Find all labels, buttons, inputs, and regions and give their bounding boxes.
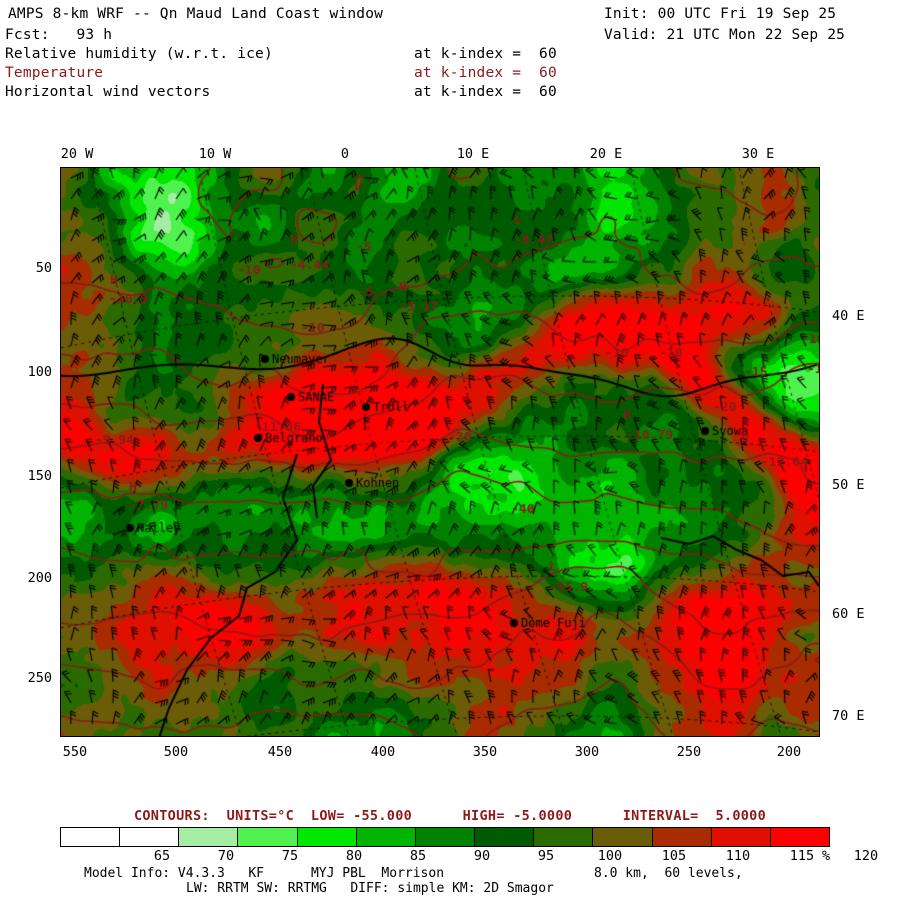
colorbar-tick-80: 80: [345, 848, 363, 864]
axis-tick-top-2: 0: [340, 146, 350, 162]
colorbar-tick-65: 65: [153, 848, 171, 864]
forecast-hour: Fcst: 93 h: [5, 27, 113, 43]
field-label-humidity: Relative humidity (w.r.t. ice): [5, 46, 273, 62]
colorbar-swatch-4: [297, 828, 357, 846]
page-title: AMPS 8-km WRF -- Qn Maud Land Coast wind…: [8, 6, 384, 22]
kindex-temperature: at k-index = 60: [414, 65, 557, 81]
axis-tick-top-5: 30 E: [741, 146, 775, 162]
colorbar-swatch-5: [356, 828, 416, 846]
axis-tick-bottom-2: 450: [267, 744, 293, 760]
colorbar-tick-70: 70: [217, 848, 235, 864]
axis-tick-left-0: 50: [35, 260, 52, 276]
axis-tick-bottom-7: 200: [776, 744, 802, 760]
colorbar-tick-75: 75: [281, 848, 299, 864]
colorbar-tick-105: 105: [661, 848, 687, 864]
axis-tick-bottom-3: 400: [370, 744, 396, 760]
axis-tick-bottom-4: 350: [472, 744, 498, 760]
colorbar-swatch-11: [711, 828, 771, 846]
colorbar-tick-95: 95: [537, 848, 555, 864]
axis-tick-top-4: 20 E: [589, 146, 623, 162]
init-time: Init: 00 UTC Fri 19 Sep 25: [604, 6, 837, 22]
colorbar-swatch-10: [652, 828, 712, 846]
colorbar-tick-120: 120: [853, 848, 879, 864]
axis-tick-left-4: 250: [27, 670, 52, 686]
colorbar-swatch-2: [179, 828, 239, 846]
colorbar-tick-90: 90: [473, 848, 491, 864]
colorbar-tick-110: 110: [725, 848, 751, 864]
field-label-wind: Horizontal wind vectors: [5, 84, 211, 100]
model-info-resolution: 8.0 km, 60 levels,: [594, 866, 743, 881]
colorbar-tick-100: 100: [597, 848, 623, 864]
axis-tick-left-2: 150: [27, 468, 52, 484]
axis-tick-bottom-0: 550: [62, 744, 88, 760]
axis-tick-right-0: 40 E: [832, 308, 865, 324]
humidity-colorbar[interactable]: [60, 827, 830, 847]
axis-tick-right-2: 60 E: [832, 606, 865, 622]
model-info-line1: Model Info: V4.3.3 KF MYJ PBL Morrison: [84, 866, 445, 881]
axis-tick-bottom-1: 500: [163, 744, 189, 760]
colorbar-swatch-7: [475, 828, 535, 846]
axis-tick-left-1: 100: [27, 364, 52, 380]
model-info-line2: LW: RRTM SW: RRTMG DIFF: simple KM: 2D S…: [186, 881, 554, 896]
axis-tick-top-0: 20 W: [60, 146, 94, 162]
weather-map-canvas: [61, 168, 819, 736]
colorbar-tick-labels: 65 70 75 80 85 90 95 100 105 110 115 120: [60, 848, 878, 866]
map-plot-area[interactable]: [60, 167, 820, 737]
colorbar-tick-115: 115: [789, 848, 815, 864]
colorbar-unit-label: %: [822, 848, 831, 864]
colorbar-tick-85: 85: [409, 848, 427, 864]
axis-tick-right-1: 50 E: [832, 477, 865, 493]
colorbar-swatch-3: [238, 828, 298, 846]
colorbar-swatch-9: [593, 828, 653, 846]
axis-tick-top-3: 10 E: [456, 146, 490, 162]
axis-tick-right-3: 70 E: [832, 708, 865, 724]
colorbar-swatch-1: [120, 828, 180, 846]
axis-tick-bottom-6: 250: [676, 744, 702, 760]
valid-time: Valid: 21 UTC Mon 22 Sep 25: [604, 27, 846, 43]
kindex-wind: at k-index = 60: [414, 84, 557, 100]
colorbar-swatch-0: [61, 828, 121, 846]
contour-legend-text: CONTOURS: UNITS=°C LOW= -55.000 HIGH= -5…: [133, 808, 767, 824]
colorbar-swatch-8: [534, 828, 594, 846]
axis-tick-top-1: 10 W: [198, 146, 232, 162]
kindex-humidity: at k-index = 60: [414, 46, 557, 62]
axis-tick-left-3: 200: [27, 570, 52, 586]
axis-tick-bottom-5: 300: [574, 744, 600, 760]
colorbar-swatch-6: [415, 828, 476, 846]
colorbar-swatch-12: [770, 828, 830, 846]
field-label-temperature: Temperature: [5, 65, 104, 81]
header-block: AMPS 8-km WRF -- Qn Maud Land Coast wind…: [0, 0, 900, 115]
